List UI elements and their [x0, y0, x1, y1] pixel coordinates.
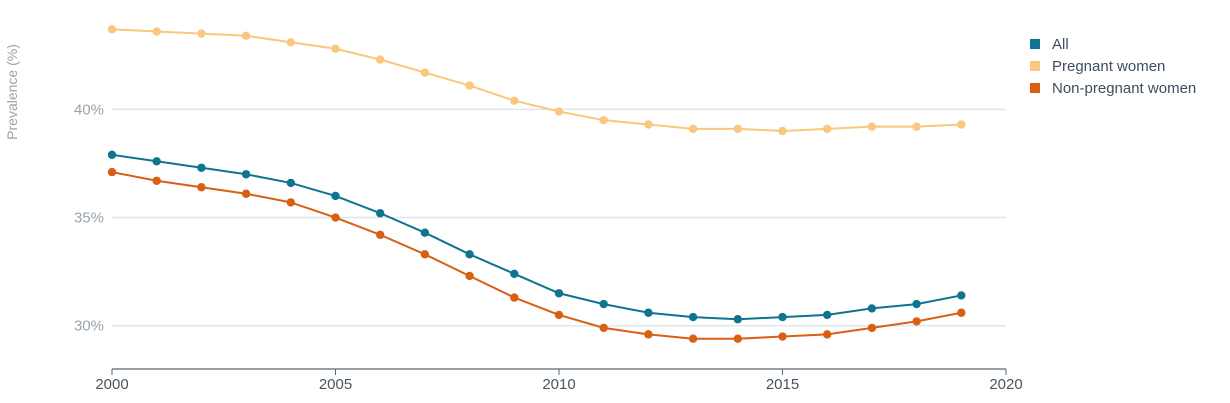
- point-non-pregnant-women-2000: [107, 167, 117, 177]
- point-all-2013: [688, 312, 698, 322]
- point-all-2002: [197, 163, 206, 172]
- point-pregnant-women-2010: [554, 107, 564, 116]
- point-pregnant-women-2005: [331, 44, 340, 53]
- point-all-2016: [823, 310, 832, 320]
- legend-swatch-non-pregnant-women: [1030, 83, 1040, 93]
- point-all-2014: [733, 315, 742, 324]
- point-pregnant-women-2014: [733, 124, 742, 134]
- point-non-pregnant-women-2007: [420, 250, 430, 259]
- point-non-pregnant-women-2003: [241, 189, 251, 198]
- point-pregnant-women-2003: [241, 31, 251, 40]
- point-all-2012: [644, 308, 653, 317]
- point-non-pregnant-women-2005: [331, 213, 340, 222]
- x-tick-label-2015: 2015: [766, 376, 799, 393]
- y-axis-label: Prevalence (%): [4, 44, 20, 140]
- point-all-2009: [510, 269, 519, 278]
- point-pregnant-women-2013: [688, 124, 698, 134]
- point-all-2015: [778, 312, 787, 322]
- axis-layer: 30% 35% 40% 2000 2005 2010 2015 2020: [74, 101, 1023, 393]
- point-non-pregnant-women-2016: [823, 330, 832, 339]
- legend-item-pregnant-women[interactable]: Pregnant women: [1030, 55, 1196, 77]
- point-pregnant-women-2006: [376, 55, 385, 64]
- point-non-pregnant-women-2006: [376, 230, 385, 240]
- point-non-pregnant-women-2019: [957, 308, 966, 317]
- x-tick-label-2005: 2005: [319, 376, 352, 393]
- y-tick-label-35: 35%: [74, 210, 104, 227]
- point-pregnant-women-2017: [867, 122, 877, 131]
- point-non-pregnant-women-2002: [197, 183, 206, 192]
- point-non-pregnant-women-2013: [688, 334, 698, 343]
- series-layer: [107, 25, 966, 343]
- point-all-2019: [957, 291, 966, 300]
- legend-label-pregnant-women: Pregnant women: [1052, 57, 1166, 75]
- point-non-pregnant-women-2015: [778, 332, 787, 341]
- x-tick-label-2020: 2020: [989, 376, 1022, 393]
- point-all-2004: [286, 178, 295, 188]
- legend-label-all: All: [1052, 35, 1069, 53]
- point-non-pregnant-women-2008: [465, 271, 474, 281]
- point-pregnant-women-2019: [957, 120, 966, 129]
- series-line-all: [111, 153, 962, 321]
- point-non-pregnant-women-2017: [867, 323, 877, 333]
- point-all-2008: [465, 250, 474, 259]
- legend: All Pregnant women Non-pregnant women: [1030, 33, 1196, 99]
- legend-swatch-all: [1030, 39, 1040, 49]
- point-pregnant-women-2015: [778, 126, 787, 136]
- point-pregnant-women-2009: [510, 96, 519, 105]
- point-pregnant-women-2016: [823, 124, 832, 134]
- point-pregnant-women-2000: [107, 25, 117, 34]
- point-pregnant-women-2011: [599, 115, 608, 125]
- point-all-2006: [376, 209, 385, 218]
- x-tick-label-2000: 2000: [95, 376, 128, 393]
- point-pregnant-women-2007: [420, 68, 430, 77]
- point-non-pregnant-women-2001: [152, 176, 161, 185]
- point-all-2018: [912, 299, 921, 309]
- point-pregnant-women-2002: [197, 29, 206, 38]
- legend-item-non-pregnant-women[interactable]: Non-pregnant women: [1030, 77, 1196, 99]
- series-line-non-pregnant-women: [111, 171, 962, 340]
- point-all-2007: [420, 228, 430, 237]
- point-non-pregnant-women-2012: [644, 330, 653, 339]
- point-pregnant-women-2012: [644, 120, 653, 129]
- y-tick-label-40: 40%: [74, 101, 104, 118]
- point-pregnant-women-2008: [465, 81, 474, 90]
- point-non-pregnant-women-2009: [510, 293, 519, 302]
- point-all-2005: [331, 191, 340, 201]
- point-pregnant-women-2004: [286, 38, 295, 47]
- point-all-2001: [152, 157, 161, 166]
- point-all-2017: [867, 304, 877, 313]
- legend-item-all[interactable]: All: [1030, 33, 1196, 55]
- legend-swatch-pregnant-women: [1030, 61, 1040, 71]
- y-tick-label-30: 30%: [74, 318, 104, 335]
- point-all-2000: [107, 150, 117, 159]
- legend-label-non-pregnant-women: Non-pregnant women: [1052, 79, 1197, 97]
- x-tick-label-2010: 2010: [542, 376, 575, 393]
- series-line-pregnant-women: [111, 28, 962, 132]
- point-all-2010: [554, 289, 564, 298]
- point-non-pregnant-women-2010: [554, 310, 564, 320]
- point-pregnant-women-2018: [912, 122, 921, 131]
- point-all-2011: [599, 299, 608, 309]
- point-non-pregnant-women-2018: [912, 317, 921, 326]
- point-all-2003: [241, 170, 251, 179]
- point-non-pregnant-women-2011: [599, 323, 608, 333]
- point-non-pregnant-women-2004: [286, 198, 295, 207]
- point-pregnant-women-2001: [152, 27, 161, 36]
- point-non-pregnant-women-2014: [733, 334, 742, 343]
